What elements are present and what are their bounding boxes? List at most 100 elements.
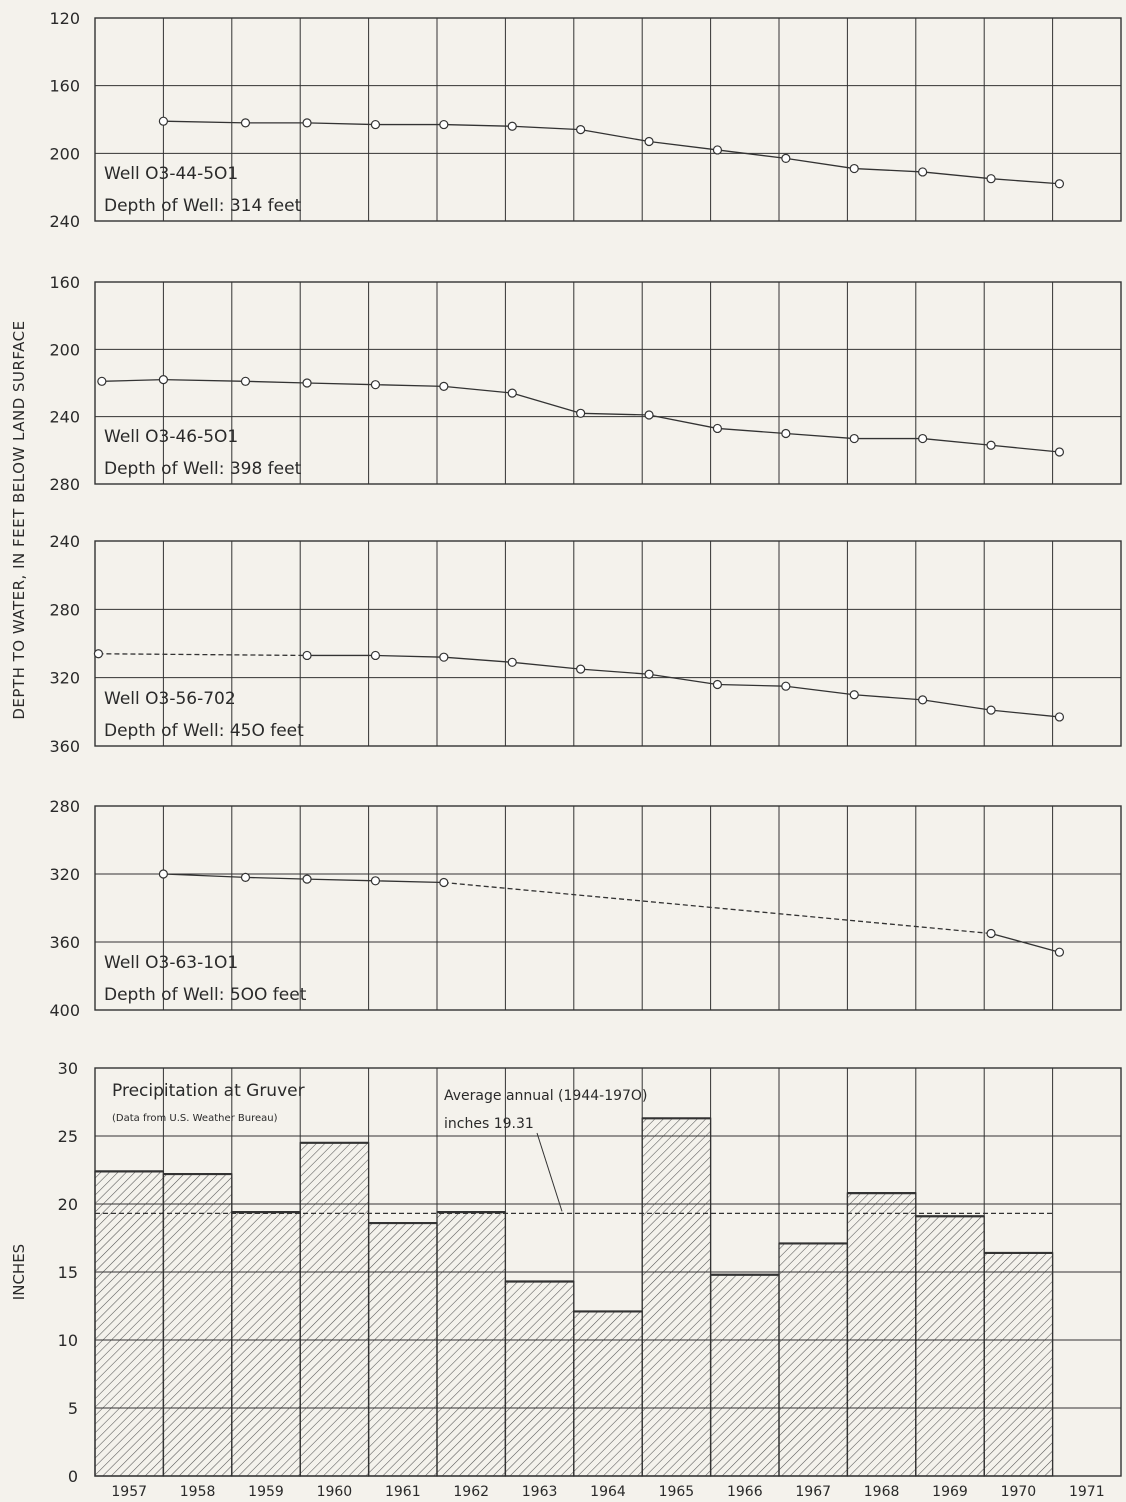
x-tick-label: 1970 — [1001, 1484, 1037, 1500]
y-tick-label: 0 — [68, 1467, 78, 1486]
data-point — [439, 652, 449, 662]
series-segment — [163, 873, 246, 879]
series-segment — [245, 876, 308, 880]
series-segment — [245, 380, 308, 384]
series-segment — [990, 709, 1060, 718]
series-segment — [854, 694, 923, 701]
data-point — [439, 381, 449, 391]
well-label: Well O3-44-5O1 — [104, 164, 238, 184]
series-segment — [717, 427, 786, 435]
data-point — [439, 119, 449, 130]
series-segment — [163, 120, 246, 124]
x-tick-label: 1960 — [317, 1484, 353, 1500]
series-segment — [307, 122, 376, 126]
data-point — [644, 410, 654, 420]
series-segment — [717, 683, 786, 687]
data-point — [986, 174, 996, 184]
data-point — [1054, 179, 1065, 189]
series-segment — [990, 444, 1060, 453]
y-tick-label: 160 — [49, 273, 80, 292]
series-segment — [443, 881, 992, 935]
data-point — [576, 408, 586, 418]
data-point — [302, 378, 312, 388]
well-label: Well O3-56-702 — [104, 689, 236, 709]
bar-1970 — [983, 1252, 1054, 1477]
data-point — [370, 876, 381, 886]
series-segment — [648, 140, 718, 151]
data-point — [644, 136, 654, 147]
series-segment — [785, 432, 855, 440]
series-segment — [785, 157, 855, 170]
bar-1962 — [436, 1211, 507, 1477]
x-tick-label: 1962 — [453, 1484, 489, 1500]
series-segment — [512, 661, 581, 670]
x-tick-label: 1961 — [385, 1484, 421, 1500]
data-point — [240, 872, 251, 883]
annotation-leader — [536, 1132, 563, 1212]
data-point — [370, 119, 381, 130]
data-point — [93, 649, 104, 659]
data-point — [240, 118, 251, 128]
plot-frame — [94, 540, 1122, 747]
plot-frame — [94, 805, 1122, 1011]
bar-1959 — [231, 1211, 301, 1477]
data-point — [781, 153, 791, 164]
series-segment — [375, 384, 444, 388]
y-tick-label: 360 — [49, 737, 80, 756]
data-point — [507, 657, 517, 667]
y-tick-label: 280 — [49, 600, 80, 619]
y-tick-label: 120 — [49, 9, 80, 28]
series-segment — [854, 167, 923, 173]
well-depth-label: Depth of Well: 5OO feet — [104, 985, 307, 1005]
series-segment — [648, 414, 718, 430]
x-tick-label: 1964 — [590, 1484, 626, 1500]
well-label: Well O3-63-1O1 — [104, 953, 238, 973]
series-segment — [512, 392, 581, 414]
y-axis-label-inches: INCHES — [10, 1244, 28, 1300]
y-tick-label: 200 — [49, 144, 80, 163]
data-point — [439, 877, 449, 888]
y-tick-label: 240 — [49, 532, 80, 551]
series-segment — [922, 699, 992, 711]
data-point — [712, 145, 723, 155]
data-point — [781, 428, 791, 439]
y-tick-label: 240 — [49, 408, 80, 427]
x-tick-label: 1958 — [180, 1484, 216, 1500]
data-point — [849, 690, 859, 700]
series-segment — [512, 125, 581, 131]
series-segment — [443, 385, 513, 394]
series-segment — [101, 378, 164, 382]
y-tick-label: 280 — [49, 475, 80, 494]
data-point — [1054, 947, 1065, 957]
bar-1957 — [94, 1170, 165, 1477]
y-tick-label: 240 — [49, 212, 80, 231]
y-tick-label: 200 — [49, 340, 80, 359]
data-point — [918, 167, 928, 177]
data-point — [302, 874, 312, 884]
series-segment — [922, 437, 992, 446]
series-segment — [648, 673, 718, 686]
data-point — [302, 650, 312, 661]
y-axis-label-depth: DEPTH TO WATER, IN FEET BELOW LAND SURFA… — [10, 320, 28, 719]
data-point — [712, 679, 723, 690]
chart-subtitle: (Data from U.S. Weather Bureau) — [112, 1113, 278, 1124]
data-point — [507, 388, 517, 398]
series-segment — [717, 149, 786, 160]
bar-1958 — [162, 1173, 233, 1477]
x-tick-label: 1969 — [932, 1484, 968, 1500]
series-segment — [580, 412, 650, 416]
y-tick-label: 280 — [49, 797, 80, 816]
x-tick-label: 1963 — [522, 1484, 558, 1500]
well-depth-label: Depth of Well: 45O feet — [104, 721, 304, 741]
y-tick-label: 10 — [58, 1331, 78, 1350]
data-point — [370, 380, 381, 390]
data-point — [918, 433, 928, 444]
data-point — [1054, 712, 1065, 722]
data-point — [644, 669, 654, 679]
bar-1960 — [299, 1142, 370, 1477]
x-tick-label: 1966 — [727, 1484, 763, 1500]
data-point — [1054, 447, 1065, 457]
x-tick-label: 1965 — [659, 1484, 695, 1500]
bar-1964 — [573, 1310, 643, 1477]
